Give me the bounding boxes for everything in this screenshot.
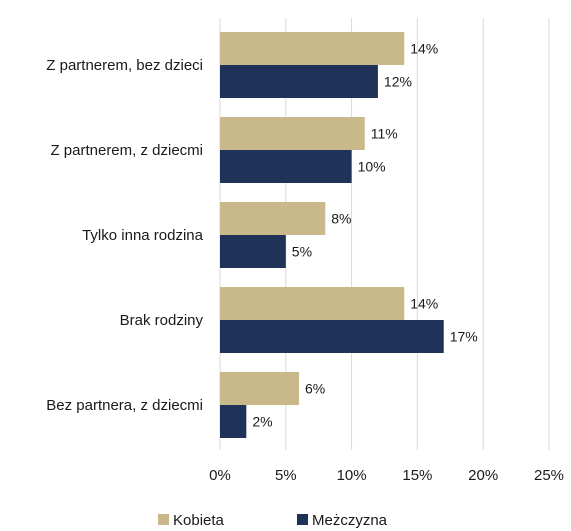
bar-mezczyzna-1 — [220, 150, 352, 183]
x-tick-label-3: 15% — [402, 467, 432, 484]
legend-label-mezczyzna: Meżczyzna — [312, 512, 388, 529]
data-label-0-2: 8% — [331, 211, 351, 227]
x-axis-tick-labels: 0% 5% 10% 15% 20% 25% — [209, 467, 564, 484]
data-label-1-0: 12% — [384, 74, 412, 90]
bar-mezczyzna-0 — [220, 65, 378, 98]
category-labels: Z partnerem, bez dzieci Z partnerem, z dz… — [46, 57, 203, 414]
bar-mezczyzna-4 — [220, 405, 247, 438]
legend-label-kobieta: Kobieta — [173, 512, 225, 529]
category-label-1: Z partnerem, z dziecmi — [50, 142, 203, 159]
bars — [220, 32, 444, 438]
data-label-1-1: 10% — [358, 159, 386, 175]
x-tick-label-2: 10% — [337, 467, 367, 484]
legend: Kobieta Meżczyzna — [158, 512, 388, 529]
x-tick-label-0: 0% — [209, 467, 231, 484]
bar-kobieta-4 — [220, 372, 299, 405]
data-labels: 14% 12% 11% 10% 8% 5% 14% 17% 6% 2% — [252, 41, 477, 430]
category-label-4: Bez partnera, z dziecmi — [46, 397, 203, 414]
x-tick-label-5: 25% — [534, 467, 564, 484]
category-label-2: Tylko inna rodzina — [82, 227, 204, 244]
category-label-0: Z partnerem, bez dzieci — [46, 57, 203, 74]
bar-kobieta-1 — [220, 117, 365, 150]
data-label-0-0: 14% — [410, 41, 438, 57]
category-label-3: Brak rodziny — [120, 312, 204, 329]
bar-mezczyzna-3 — [220, 320, 444, 353]
data-label-0-1: 11% — [371, 126, 398, 142]
bar-mezczyzna-2 — [220, 235, 286, 268]
x-tick-label-4: 20% — [468, 467, 498, 484]
data-label-1-3: 17% — [450, 329, 478, 345]
legend-swatch-mezczyzna — [297, 514, 308, 525]
legend-swatch-kobieta — [158, 514, 169, 525]
bar-kobieta-3 — [220, 287, 405, 320]
data-label-0-4: 6% — [305, 381, 325, 397]
data-label-1-2: 5% — [292, 244, 312, 260]
x-tick-label-1: 5% — [275, 467, 297, 484]
data-label-1-4: 2% — [252, 414, 272, 430]
data-label-0-3: 14% — [410, 296, 438, 312]
bar-kobieta-2 — [220, 202, 326, 235]
bar-kobieta-0 — [220, 32, 405, 65]
